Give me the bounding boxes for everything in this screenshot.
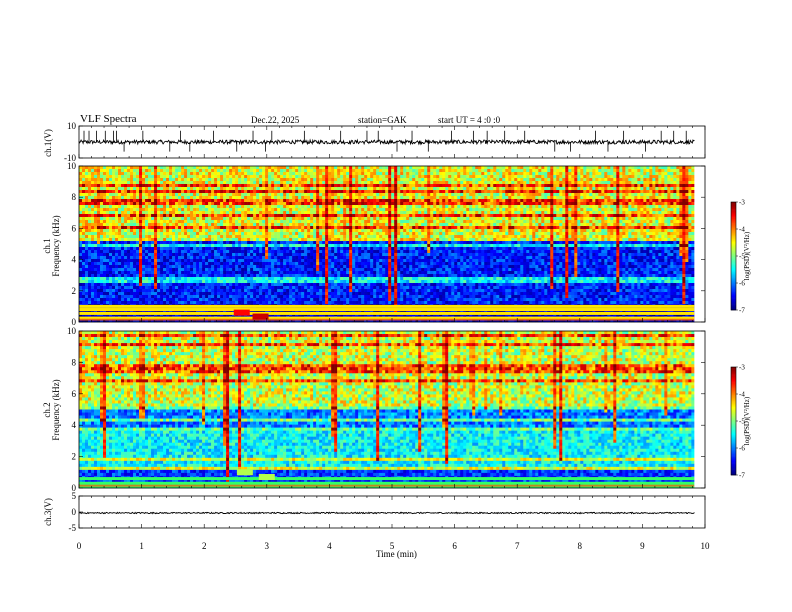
- time-axis: 0 1 2 3 4 5 6 7 8 9 10: [77, 541, 710, 551]
- figure-title: VLF Spectra: [80, 113, 137, 125]
- freq-tick-label: 6: [72, 223, 77, 233]
- ch1-spectrogram-panel: 0 2 4 6 8 10: [67, 161, 706, 327]
- station-label: station=GAK: [358, 115, 407, 125]
- colorbar-tick-label: -3: [739, 364, 745, 372]
- freq-tick-label: 4: [72, 420, 77, 430]
- freq-tick-label: 8: [72, 357, 77, 367]
- colorbar-tick-label: -6: [739, 280, 745, 288]
- spectrogram-cells: [79, 331, 695, 489]
- spectral-line: [79, 318, 695, 321]
- time-tick-label: 4: [327, 541, 332, 551]
- ch1-waveform-panel: 10 -10: [64, 121, 706, 163]
- spectral-line: [79, 316, 695, 320]
- hot-spot: [236, 469, 253, 476]
- colorbar-tick-label: -7: [739, 472, 745, 480]
- ch2-colorbar-label: log(PSD)(V²/Hz): [743, 397, 751, 445]
- ch3-wave-ylabel: ch.3(V): [43, 498, 53, 526]
- time-tick-label: 0: [77, 541, 82, 551]
- time-tick-label: 1: [139, 541, 144, 551]
- ch2-spectrogram-panel: 0 2 4 6 8 10: [67, 326, 706, 493]
- time-tick-label: 5: [390, 541, 395, 551]
- time-tick-label: 10: [701, 541, 711, 551]
- spectral-line: [79, 308, 695, 312]
- time-tick-label: 6: [452, 541, 457, 551]
- freq-tick-label: 0: [72, 483, 77, 493]
- hot-spot: [233, 309, 250, 316]
- waveform-trace: [78, 511, 695, 515]
- colorbar-tick-label: -6: [739, 445, 745, 453]
- ch1-spec-ylabel-freq: Frequency (kHz): [51, 215, 61, 276]
- freq-tick-label: 10: [67, 161, 77, 171]
- colorbar-tick-label: -4: [739, 391, 745, 399]
- colorbar-tick-label: -4: [739, 226, 745, 234]
- ch3-waveform-frame: [78, 495, 706, 529]
- time-tick-label: 3: [265, 541, 270, 551]
- ch2-spec-ylabel-freq: Frequency (kHz): [51, 379, 61, 440]
- time-tick-label: 7: [515, 541, 520, 551]
- freq-tick-label: 4: [72, 255, 77, 265]
- freq-tick-label: 0: [72, 317, 77, 327]
- freq-tick-label: 2: [72, 286, 77, 296]
- ytick-label: -10: [64, 153, 76, 163]
- spectral-line: [79, 311, 695, 315]
- spectrogram-cells: [79, 166, 695, 323]
- freq-tick-label: 10: [67, 326, 77, 336]
- spectral-line: [79, 477, 695, 481]
- hot-spot: [258, 474, 275, 481]
- date-label: Dec.22, 2025: [251, 115, 299, 125]
- ch1-wave-ylabel: ch.1(V): [43, 129, 53, 157]
- colorbar-tick-label: -5: [739, 253, 745, 261]
- start-time-label: start UT = 4 :0 :0: [438, 115, 500, 125]
- ch1-colorbar: -3 -4 -5 -6 -7: [730, 199, 745, 315]
- ch1-colorbar-label: log(PSD)(V²/Hz): [743, 232, 751, 280]
- hot-spot: [252, 313, 269, 320]
- time-tick-label: 9: [640, 541, 645, 551]
- colorbar-tick-label: -5: [739, 418, 745, 426]
- spectral-line: [79, 304, 695, 308]
- ch3-waveform-panel: 5 0 -5: [69, 491, 706, 533]
- time-tick-label: 2: [202, 541, 207, 551]
- spectral-line: [79, 484, 695, 487]
- colorbar-tick-label: -7: [739, 307, 745, 315]
- spectral-line: [79, 481, 695, 485]
- freq-tick-label: 6: [72, 389, 77, 399]
- freq-tick-label: 2: [72, 452, 77, 462]
- ch2-colorbar: -3 -4 -5 -6 -7: [730, 364, 745, 480]
- waveform-trace: [78, 138, 695, 146]
- colorbar-tick-label: -3: [739, 199, 745, 207]
- ytick-label: 10: [67, 121, 77, 131]
- time-axis-label: Time (min): [376, 549, 417, 559]
- ytick-label: -5: [69, 523, 77, 533]
- ytick-label: 0: [72, 507, 77, 517]
- freq-tick-label: 8: [72, 192, 77, 202]
- ytick-label: 5: [72, 491, 77, 501]
- time-tick-label: 8: [578, 541, 583, 551]
